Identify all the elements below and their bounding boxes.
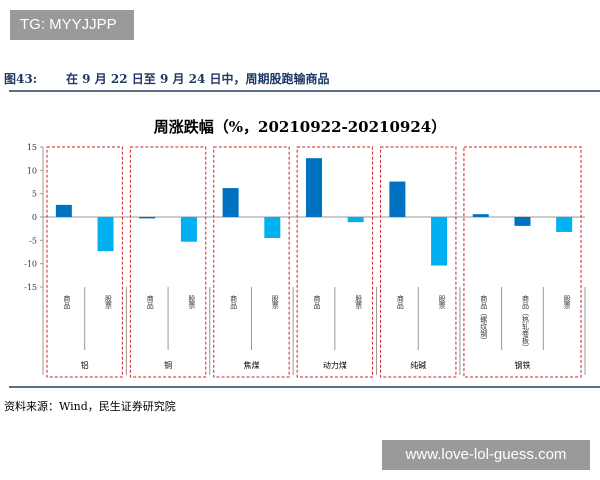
bar <box>139 217 156 219</box>
bar <box>556 217 573 232</box>
group-label: 铝 <box>81 360 89 370</box>
divider-top <box>9 90 600 92</box>
category-label: 商品 <box>396 294 404 310</box>
bar <box>55 204 72 217</box>
group-label: 动力煤 <box>323 360 347 370</box>
bar <box>472 214 489 217</box>
bar <box>264 217 281 238</box>
group-box <box>46 146 123 378</box>
category-label: 股票 <box>188 295 196 309</box>
bar <box>222 188 239 217</box>
bar <box>389 181 406 217</box>
y-tick-label: 5 <box>32 190 37 199</box>
bar <box>347 217 364 223</box>
divider-bottom <box>9 386 600 388</box>
category-label: 商品 <box>313 294 321 310</box>
bar <box>431 217 448 266</box>
category-label: 股票 <box>355 295 363 309</box>
group-label: 钢铁 <box>514 360 530 370</box>
group-label: 纯碱 <box>410 360 426 370</box>
group-box <box>129 146 207 378</box>
category-label: 商品 <box>146 294 154 310</box>
group-label: 铜 <box>164 360 172 370</box>
y-tick-label: -10 <box>24 260 37 269</box>
bar <box>306 158 322 217</box>
category-label: 股票 <box>105 295 113 309</box>
y-tick-label: 15 <box>27 143 37 152</box>
chart-title: 周涨跌幅（%，20210922-20210924） <box>153 118 447 136</box>
category-label: 商品（螺纹钢） <box>480 294 488 344</box>
category-label: 商品 <box>230 294 238 310</box>
category-label: 股票 <box>438 295 446 309</box>
figure-title: 在 9 月 22 日至 9 月 24 日中，周期股跑输商品 <box>66 72 330 86</box>
bar <box>514 217 531 226</box>
y-tick-label: -5 <box>29 236 37 245</box>
category-label: 商品 <box>63 294 71 310</box>
group-label: 焦煤 <box>243 360 259 370</box>
y-tick-label: 10 <box>27 166 37 175</box>
y-tick-label: 0 <box>32 213 37 222</box>
group-box <box>296 146 374 378</box>
category-label: 股票 <box>271 295 279 309</box>
category-label: 股票 <box>563 295 571 309</box>
figure-label: 图43: <box>4 72 38 86</box>
source-note: 资料来源：Wind，民生证券研究院 <box>4 400 176 413</box>
bar <box>180 217 197 242</box>
group-box <box>213 146 290 378</box>
watermark-bottom: www.love-lol-guess.com <box>382 440 590 470</box>
category-label: 商品（热轧卷板） <box>521 294 529 351</box>
bar <box>97 217 114 252</box>
y-tick-label: -15 <box>24 283 37 292</box>
group-box <box>380 146 457 378</box>
watermark-top: TG: MYYJJPP <box>10 10 134 40</box>
group-box <box>463 146 582 378</box>
